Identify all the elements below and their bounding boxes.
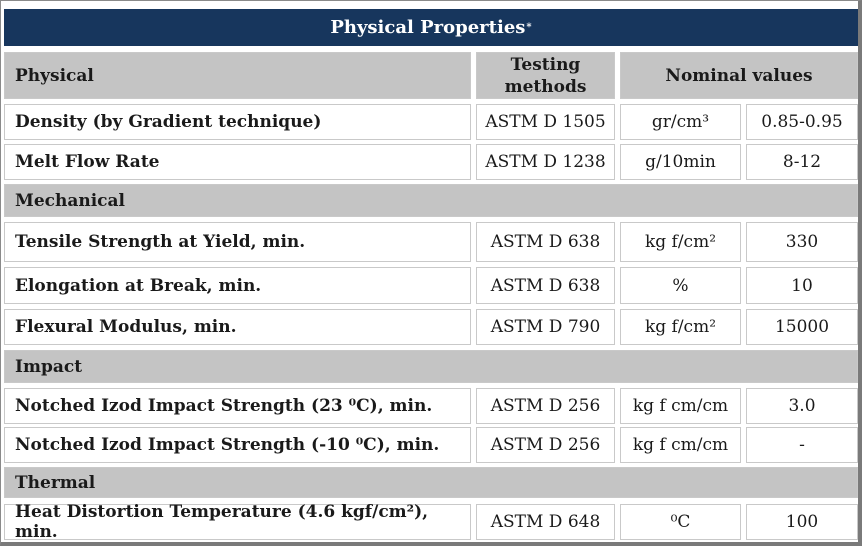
row-property: Notched Izod Impact Strength (-10 ⁰C), m…	[4, 427, 471, 463]
row-value: 330	[746, 222, 858, 262]
section-header-label: Impact	[15, 356, 83, 377]
row-method: ASTM D 638	[476, 267, 615, 304]
section-header-impact: Impact	[4, 350, 858, 383]
row-property-text: Melt Flow Rate	[15, 152, 160, 172]
section-header-label: Mechanical	[15, 190, 126, 211]
table-title-footnote-mark: *	[526, 22, 532, 33]
row-property: Elongation at Break, min.	[4, 267, 471, 304]
section-header-mechanical: Mechanical	[4, 184, 858, 217]
table-title: Physical Properties *	[4, 9, 858, 46]
row-method: ASTM D 256	[476, 388, 615, 424]
row-unit-text: gr/cm³	[651, 112, 710, 132]
row-unit-text: ⁰C	[670, 512, 691, 532]
row-property: Melt Flow Rate	[4, 144, 471, 180]
row-unit: kg f/cm²	[620, 309, 741, 345]
section-header-label: Thermal	[15, 472, 96, 493]
row-method: ASTM D 790	[476, 309, 615, 345]
row-unit-text: kg f/cm²	[644, 232, 717, 252]
row-value: 8-12	[746, 144, 858, 180]
row-unit-text: kg f cm/cm	[632, 396, 729, 416]
row-property: Heat Distortion Temperature (4.6 kgf/cm²…	[4, 502, 471, 542]
row-value: 3.0	[746, 388, 858, 424]
row-method-text: ASTM D 1505	[485, 112, 606, 132]
header-testing-methods: Testing methods	[476, 52, 615, 99]
row-value-text: 0.85-0.95	[761, 112, 843, 132]
row-property: Flexural Modulus, min.	[4, 309, 471, 345]
row-property-text: Notched Izod Impact Strength (-10 ⁰C), m…	[15, 435, 440, 455]
row-value-text: -	[799, 435, 805, 455]
row-value-text: 10	[791, 275, 813, 296]
row-unit: ⁰C	[620, 504, 741, 540]
row-unit: gr/cm³	[620, 104, 741, 140]
header-physical-label: Physical	[15, 65, 94, 86]
row-value-text: 330	[785, 232, 819, 252]
row-unit-text: kg f cm/cm	[632, 435, 729, 455]
row-property: Density (by Gradient technique)	[4, 104, 471, 140]
row-value: -	[746, 427, 858, 463]
row-method-text: ASTM D 638	[490, 275, 601, 296]
row-method: ASTM D 648	[476, 504, 615, 540]
row-unit: kg f/cm²	[620, 222, 741, 262]
row-property-text: Elongation at Break, min.	[15, 275, 262, 296]
row-unit: %	[620, 267, 741, 304]
row-unit-text: kg f/cm²	[644, 317, 717, 337]
row-method: ASTM D 1505	[476, 104, 615, 140]
row-unit: kg f cm/cm	[620, 427, 741, 463]
row-unit: g/10min	[620, 144, 741, 180]
header-nominal-values: Nominal values	[620, 52, 858, 99]
row-property-text: Tensile Strength at Yield, min.	[15, 232, 306, 252]
row-method: ASTM D 256	[476, 427, 615, 463]
row-value-text: 100	[785, 512, 819, 532]
row-unit-text: %	[672, 275, 689, 296]
row-property-text: Density (by Gradient technique)	[15, 112, 322, 132]
row-unit-text: g/10min	[645, 152, 716, 172]
row-method-text: ASTM D 648	[490, 512, 601, 532]
header-nominal-values-label: Nominal values	[665, 65, 813, 86]
row-method-text: ASTM D 256	[490, 435, 601, 455]
section-header-thermal: Thermal	[4, 467, 858, 498]
row-method: ASTM D 638	[476, 222, 615, 262]
row-method-text: ASTM D 638	[490, 232, 601, 252]
row-property: Notched Izod Impact Strength (23 ⁰C), mi…	[4, 388, 471, 424]
table-title-text: Physical Properties	[330, 17, 526, 38]
row-property: Tensile Strength at Yield, min.	[4, 222, 471, 262]
row-property-text: Notched Izod Impact Strength (23 ⁰C), mi…	[15, 396, 433, 416]
row-value: 10	[746, 267, 858, 304]
row-value-text: 3.0	[788, 396, 816, 416]
row-property-text: Flexural Modulus, min.	[15, 317, 237, 337]
row-method-text: ASTM D 1238	[485, 152, 606, 172]
row-value: 15000	[746, 309, 858, 345]
row-method: ASTM D 1238	[476, 144, 615, 180]
row-unit: kg f cm/cm	[620, 388, 741, 424]
row-value-text: 15000	[774, 317, 830, 337]
header-testing-methods-label: Testing methods	[504, 54, 587, 97]
row-property-text: Heat Distortion Temperature (4.6 kgf/cm²…	[15, 502, 429, 542]
row-method-text: ASTM D 256	[490, 396, 601, 416]
row-value: 100	[746, 504, 858, 540]
row-method-text: ASTM D 790	[490, 317, 601, 337]
row-value-text: 8-12	[782, 152, 822, 172]
header-physical: Physical	[4, 52, 471, 99]
row-value: 0.85-0.95	[746, 104, 858, 140]
